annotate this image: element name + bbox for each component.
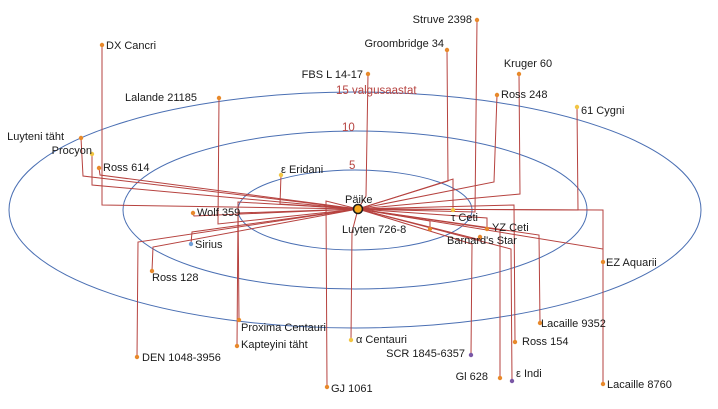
star-dot-luyteni-t-ht: [78, 135, 84, 141]
ring-15-ly: [8, 91, 702, 329]
star-label-kapteyini-t-ht: Kapteyini täht: [241, 339, 308, 351]
star-dot-dx-cancri: [99, 42, 105, 48]
star-dot-yz-ceti: [484, 226, 490, 232]
connector-line-lacaille-8760: [357, 208, 604, 384]
star-dot-ceti: [450, 207, 456, 213]
connector-line-proxima-centauri: [237, 201, 359, 321]
star-label-luyteni-t-ht: Luyteni täht: [7, 131, 64, 143]
star-label-ross-128: Ross 128: [152, 272, 198, 284]
star-dot-struve-2398: [474, 17, 480, 23]
star-label-yz-ceti: YZ Ceti: [492, 222, 529, 234]
star-label-indi: ε Indi: [516, 368, 542, 380]
star-dot-eridani: [278, 172, 284, 178]
star-label-ceti: τ Ceti: [451, 212, 478, 224]
star-label-centauri: α Centauri: [356, 334, 407, 346]
star-dot-indi: [509, 378, 515, 384]
star-dot-lacaille-9352: [537, 320, 543, 326]
connector-line-lalande-21185: [217, 97, 359, 225]
connector-line-yz-ceti: [357, 208, 488, 229]
star-dot-ez-aquarii: [600, 259, 606, 265]
connector-lines: [80, 19, 604, 388]
star-dot-groombridge-34: [444, 47, 450, 53]
sun-marker: Päike: [345, 194, 373, 215]
star-label-sirius: Sirius: [195, 239, 223, 251]
star-dot-proxima-centauri: [236, 317, 242, 323]
connector-line-ross-614: [98, 167, 359, 210]
star-dot-ross-128: [149, 268, 155, 274]
star-label-proxima-centauri: Proxima Centauri: [241, 322, 326, 334]
star-dot-luyten-726-8: [427, 226, 433, 232]
sun-label: Päike: [345, 194, 373, 206]
star-dot-fbs-l-14-17: [365, 71, 371, 77]
star-label-barnard-s-star: Barnard's Star: [447, 235, 517, 247]
star-dot-lacaille-8760: [600, 381, 606, 387]
distance-label-15: 15 valgusaastat: [336, 85, 417, 97]
connector-line-dx-cancri: [101, 45, 359, 210]
star-label-lacaille-9352: Lacaille 9352: [541, 318, 606, 330]
star-label-ross-614: Ross 614: [103, 162, 149, 174]
star-label-lacaille-8760: Lacaille 8760: [607, 379, 672, 391]
connector-line-kruger-60: [357, 73, 521, 210]
connector-line-ceti: [357, 178, 454, 210]
star-label-ross-248: Ross 248: [501, 89, 547, 101]
star-label-lalande-21185: Lalande 21185: [125, 92, 197, 104]
star-label-gj-1061: GJ 1061: [331, 383, 373, 395]
connector-line-61-cygni: [357, 106, 579, 211]
star-dot-kruger-60: [516, 71, 522, 77]
star-dot-scr-1845-6357: [468, 352, 474, 358]
connector-line-den-1048-3956: [136, 208, 359, 358]
star-dot-lalande-21185: [216, 95, 222, 101]
star-dot-ross-154: [512, 339, 518, 345]
star-dot-procyon: [89, 151, 95, 157]
star-dot-centauri: [348, 337, 354, 343]
connector-line-ross-154: [357, 204, 516, 343]
star-label-gl-628: Gl 628: [456, 371, 488, 383]
star-dot-ross-614: [96, 165, 102, 171]
star-dot-barnard-s-star: [477, 234, 483, 240]
star-label-ez-aquarii: EZ Aquarii: [606, 257, 657, 269]
star-label-eridani: ε Eridani: [281, 164, 323, 176]
star-labels: Struve 2398 DX Cancri Groombridge 34 FBS L …: [7, 14, 672, 395]
connector-line-gj-1061: [325, 200, 359, 388]
star-label-struve-2398: Struve 2398: [413, 14, 472, 26]
star-dot-den-1048-3956: [134, 354, 140, 360]
star-markers: [78, 17, 606, 390]
connector-line-procyon: [91, 154, 359, 210]
star-dot-kapteyini-t-ht: [234, 343, 240, 349]
distance-label-10: 10: [342, 122, 355, 134]
star-label-groombridge-34: Groombridge 34: [365, 38, 445, 50]
connector-line-kapteyini-t-ht: [236, 208, 359, 347]
connector-line-gl-628: [357, 208, 501, 378]
star-dot-wolf-359: [190, 210, 196, 216]
sun-icon: [352, 203, 364, 215]
connector-line-luyteni-t-ht: [80, 137, 359, 210]
star-label-61-cygni: 61 Cygni: [581, 105, 624, 117]
star-dot-ross-248: [494, 92, 500, 98]
star-dot-sirius: [188, 241, 194, 247]
star-label-dx-cancri: DX Cancri: [106, 40, 156, 52]
star-label-ross-154: Ross 154: [522, 336, 568, 348]
connector-line-ross-248: [357, 94, 498, 210]
connector-line-centauri: [350, 208, 359, 341]
connector-line-ez-aquarii: [357, 208, 604, 262]
connector-line-indi: [357, 208, 513, 382]
connector-line-ross-128: [151, 208, 359, 272]
star-dot-61-cygni: [574, 104, 580, 110]
star-label-den-1048-3956: DEN 1048-3956: [142, 352, 221, 364]
star-dot-gj-1061: [324, 384, 330, 390]
star-label-kruger-60: Kruger 60: [504, 58, 552, 70]
distance-label-5: 5: [349, 160, 355, 172]
star-label-fbs-l-14-17: FBS L 14-17: [302, 69, 363, 81]
connector-line-scr-1845-6357: [357, 208, 473, 356]
star-label-luyten-726-8: Luyten 726-8: [342, 224, 406, 236]
star-label-scr-1845-6357: SCR 1845-6357: [386, 348, 465, 360]
star-label-wolf-359: Wolf 359: [197, 207, 240, 219]
connector-line-struve-2398: [357, 19, 478, 213]
star-label-procyon: Procyon: [52, 145, 92, 157]
star-dot-gl-628: [497, 375, 503, 381]
